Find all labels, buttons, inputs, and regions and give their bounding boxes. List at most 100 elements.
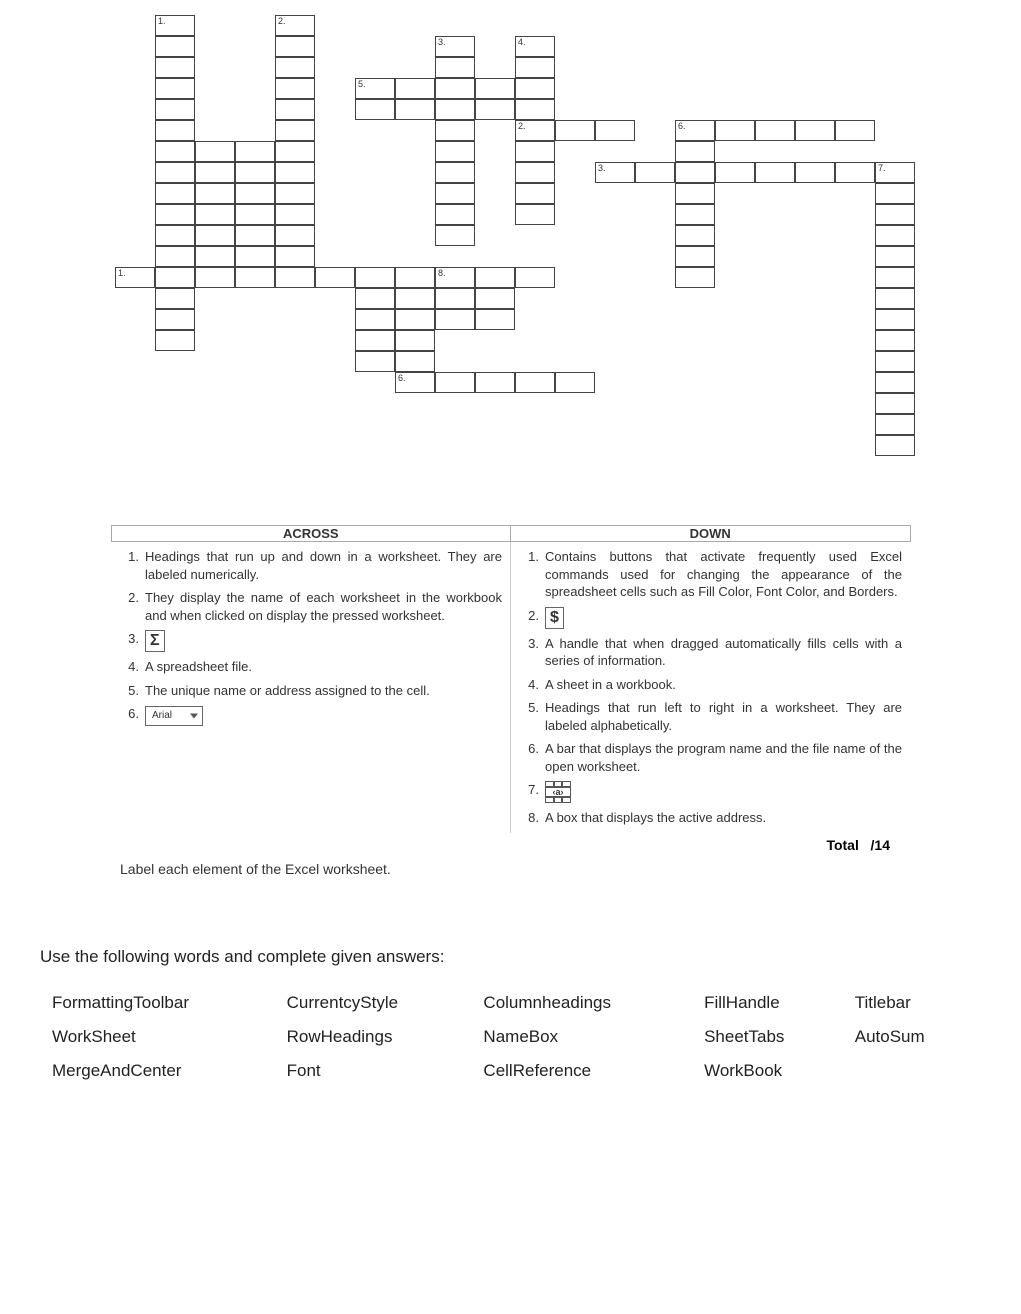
crossword-cell[interactable] bbox=[675, 141, 715, 162]
crossword-cell[interactable] bbox=[435, 120, 475, 141]
crossword-cell[interactable] bbox=[155, 36, 195, 57]
crossword-cell[interactable] bbox=[395, 99, 435, 120]
crossword-cell[interactable] bbox=[795, 120, 835, 141]
crossword-cell[interactable] bbox=[395, 309, 435, 330]
crossword-cell[interactable] bbox=[275, 99, 315, 120]
crossword-cell[interactable]: 5. bbox=[355, 78, 395, 99]
crossword-cell[interactable] bbox=[235, 141, 275, 162]
crossword-cell[interactable] bbox=[875, 351, 915, 372]
crossword-cell[interactable] bbox=[315, 267, 355, 288]
crossword-cell[interactable] bbox=[395, 330, 435, 351]
crossword-cell[interactable] bbox=[275, 57, 315, 78]
crossword-cell[interactable] bbox=[195, 141, 235, 162]
crossword-cell[interactable] bbox=[555, 372, 595, 393]
crossword-cell[interactable] bbox=[355, 288, 395, 309]
crossword-cell[interactable] bbox=[155, 267, 195, 288]
crossword-cell[interactable] bbox=[435, 99, 475, 120]
crossword-cell[interactable] bbox=[395, 288, 435, 309]
crossword-cell[interactable] bbox=[275, 204, 315, 225]
crossword-cell[interactable] bbox=[715, 162, 755, 183]
crossword-cell[interactable] bbox=[515, 267, 555, 288]
crossword-cell[interactable] bbox=[235, 204, 275, 225]
crossword-cell[interactable] bbox=[435, 57, 475, 78]
crossword-cell[interactable] bbox=[875, 288, 915, 309]
crossword-cell[interactable] bbox=[635, 162, 675, 183]
crossword-cell[interactable]: 6. bbox=[675, 120, 715, 141]
crossword-cell[interactable] bbox=[515, 141, 555, 162]
crossword-cell[interactable] bbox=[435, 288, 475, 309]
crossword-cell[interactable] bbox=[875, 267, 915, 288]
crossword-cell[interactable] bbox=[435, 204, 475, 225]
crossword-cell[interactable] bbox=[515, 57, 555, 78]
crossword-cell[interactable] bbox=[515, 162, 555, 183]
crossword-cell[interactable] bbox=[875, 393, 915, 414]
crossword-cell[interactable] bbox=[875, 204, 915, 225]
crossword-cell[interactable] bbox=[435, 372, 475, 393]
crossword-cell[interactable] bbox=[275, 183, 315, 204]
crossword-cell[interactable] bbox=[875, 414, 915, 435]
crossword-cell[interactable] bbox=[195, 246, 235, 267]
crossword-cell[interactable] bbox=[195, 162, 235, 183]
crossword-cell[interactable] bbox=[195, 204, 235, 225]
crossword-cell[interactable] bbox=[355, 99, 395, 120]
crossword-cell[interactable] bbox=[435, 183, 475, 204]
crossword-cell[interactable] bbox=[235, 162, 275, 183]
crossword-cell[interactable] bbox=[835, 162, 875, 183]
crossword-cell[interactable] bbox=[875, 183, 915, 204]
crossword-cell[interactable] bbox=[155, 183, 195, 204]
crossword-cell[interactable]: 2. bbox=[515, 120, 555, 141]
crossword-cell[interactable] bbox=[875, 246, 915, 267]
crossword-cell[interactable] bbox=[595, 120, 635, 141]
crossword-cell[interactable] bbox=[275, 120, 315, 141]
crossword-cell[interactable] bbox=[875, 309, 915, 330]
crossword-cell[interactable] bbox=[155, 99, 195, 120]
crossword-cell[interactable] bbox=[155, 330, 195, 351]
crossword-cell[interactable] bbox=[515, 372, 555, 393]
crossword-cell[interactable] bbox=[355, 267, 395, 288]
crossword-cell[interactable] bbox=[355, 309, 395, 330]
crossword-cell[interactable] bbox=[875, 372, 915, 393]
crossword-cell[interactable] bbox=[155, 120, 195, 141]
crossword-cell[interactable] bbox=[475, 267, 515, 288]
crossword-cell[interactable] bbox=[155, 309, 195, 330]
crossword-cell[interactable] bbox=[675, 183, 715, 204]
crossword-cell[interactable] bbox=[515, 78, 555, 99]
crossword-cell[interactable] bbox=[515, 183, 555, 204]
crossword-cell[interactable]: 1. bbox=[115, 267, 155, 288]
crossword-cell[interactable] bbox=[355, 330, 395, 351]
crossword-cell[interactable] bbox=[755, 120, 795, 141]
crossword-cell[interactable] bbox=[675, 162, 715, 183]
crossword-cell[interactable] bbox=[435, 309, 475, 330]
crossword-cell[interactable] bbox=[195, 183, 235, 204]
crossword-cell[interactable] bbox=[275, 141, 315, 162]
crossword-cell[interactable] bbox=[235, 225, 275, 246]
crossword-cell[interactable] bbox=[435, 225, 475, 246]
crossword-cell[interactable] bbox=[435, 141, 475, 162]
crossword-cell[interactable] bbox=[515, 204, 555, 225]
crossword-cell[interactable] bbox=[275, 36, 315, 57]
crossword-cell[interactable] bbox=[195, 225, 235, 246]
crossword-cell[interactable]: 3. bbox=[595, 162, 635, 183]
crossword-cell[interactable] bbox=[475, 288, 515, 309]
crossword-cell[interactable] bbox=[155, 246, 195, 267]
crossword-cell[interactable] bbox=[675, 225, 715, 246]
crossword-cell[interactable] bbox=[155, 78, 195, 99]
crossword-cell[interactable] bbox=[395, 267, 435, 288]
crossword-cell[interactable]: 2. bbox=[275, 15, 315, 36]
crossword-cell[interactable] bbox=[715, 120, 755, 141]
crossword-cell[interactable] bbox=[395, 351, 435, 372]
crossword-cell[interactable] bbox=[235, 246, 275, 267]
crossword-cell[interactable] bbox=[875, 435, 915, 456]
crossword-cell[interactable] bbox=[155, 141, 195, 162]
crossword-cell[interactable] bbox=[835, 120, 875, 141]
crossword-cell[interactable]: 6. bbox=[395, 372, 435, 393]
crossword-cell[interactable]: 7. bbox=[875, 162, 915, 183]
crossword-cell[interactable] bbox=[475, 309, 515, 330]
crossword-cell[interactable] bbox=[275, 162, 315, 183]
crossword-cell[interactable] bbox=[235, 267, 275, 288]
crossword-cell[interactable] bbox=[435, 162, 475, 183]
crossword-cell[interactable] bbox=[475, 99, 515, 120]
crossword-cell[interactable] bbox=[155, 288, 195, 309]
crossword-cell[interactable]: 3. bbox=[435, 36, 475, 57]
crossword-cell[interactable] bbox=[675, 267, 715, 288]
